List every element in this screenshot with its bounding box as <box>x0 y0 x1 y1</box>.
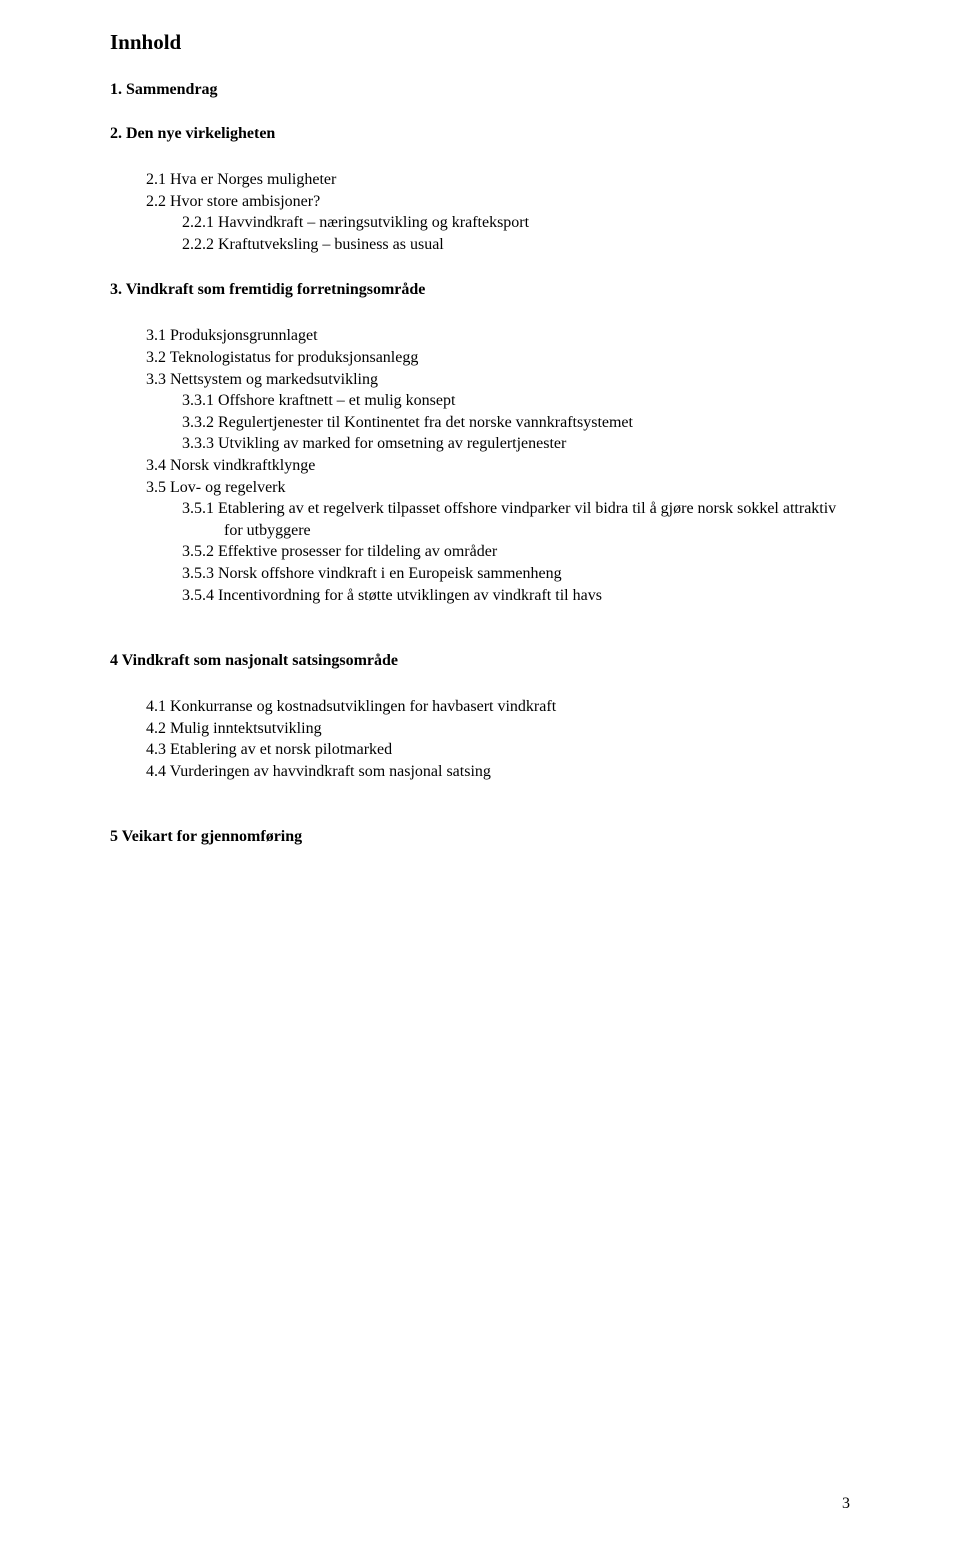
section-5-heading: 5 Veikart for gjennomføring <box>110 828 850 846</box>
toc-item-4-3: 4.3 Etablering av et norsk pilotmarked <box>146 739 850 761</box>
toc-item-4-1: 4.1 Konkurranse og kostnadsutviklingen f… <box>146 696 850 718</box>
toc-item-3-3-3: 3.3.3 Utvikling av marked for omsetning … <box>182 433 850 455</box>
toc-item-2-1: 2.1 Hva er Norges muligheter <box>146 169 850 191</box>
toc-item-3-2: 3.2 Teknologistatus for produksjonsanleg… <box>146 347 850 369</box>
toc-item-3-3-2: 3.3.2 Regulertjenester til Kontinentet f… <box>182 412 850 434</box>
section-2-heading: 2. Den nye virkeligheten <box>110 125 850 143</box>
toc-item-2-2-2: 2.2.2 Kraftutveksling – business as usua… <box>182 234 850 256</box>
toc-item-4-2: 4.2 Mulig inntektsutvikling <box>146 718 850 740</box>
toc-item-4-4: 4.4 Vurderingen av havvindkraft som nasj… <box>146 761 850 783</box>
toc-item-3-5-4: 3.5.4 Incentivordning for å støtte utvik… <box>182 585 850 607</box>
page-title: Innhold <box>110 30 850 55</box>
toc-item-3-1: 3.1 Produksjonsgrunnlaget <box>146 325 850 347</box>
toc-item-3-5-1: 3.5.1 Etablering av et regelverk tilpass… <box>182 498 850 541</box>
toc-item-3-3-1: 3.3.1 Offshore kraftnett – et mulig kons… <box>182 390 850 412</box>
page-number: 3 <box>842 1495 850 1513</box>
toc-item-3-4: 3.4 Norsk vindkraftklynge <box>146 455 850 477</box>
section-1-heading: 1. Sammendrag <box>110 81 850 99</box>
section-3-heading: 3. Vindkraft som fremtidig forretningsom… <box>110 281 850 299</box>
toc-item-3-5: 3.5 Lov- og regelverk <box>146 477 850 499</box>
toc-item-3-5-3: 3.5.3 Norsk offshore vindkraft i en Euro… <box>182 563 850 585</box>
section-4-heading: 4 Vindkraft som nasjonalt satsingsområde <box>110 652 850 670</box>
toc-item-2-2-1: 2.2.1 Havvindkraft – næringsutvikling og… <box>182 212 850 234</box>
toc-item-3-3: 3.3 Nettsystem og markedsutvikling <box>146 369 850 391</box>
toc-item-2-2: 2.2 Hvor store ambisjoner? <box>146 191 850 213</box>
toc-item-3-5-2: 3.5.2 Effektive prosesser for tildeling … <box>182 541 850 563</box>
